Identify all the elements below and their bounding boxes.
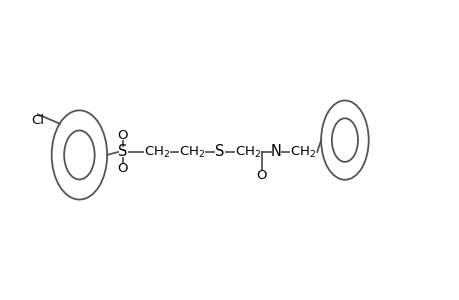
Text: CH$_2$: CH$_2$ xyxy=(143,144,169,160)
Text: Cl: Cl xyxy=(31,114,44,127)
Text: CH$_2$: CH$_2$ xyxy=(290,144,316,160)
Text: O: O xyxy=(118,162,128,175)
Text: S: S xyxy=(215,145,224,160)
Text: S: S xyxy=(118,145,128,160)
Text: N: N xyxy=(269,145,280,160)
Text: CH$_2$: CH$_2$ xyxy=(179,144,205,160)
Text: O: O xyxy=(118,129,128,142)
Text: CH$_2$: CH$_2$ xyxy=(234,144,260,160)
Text: O: O xyxy=(256,169,266,182)
